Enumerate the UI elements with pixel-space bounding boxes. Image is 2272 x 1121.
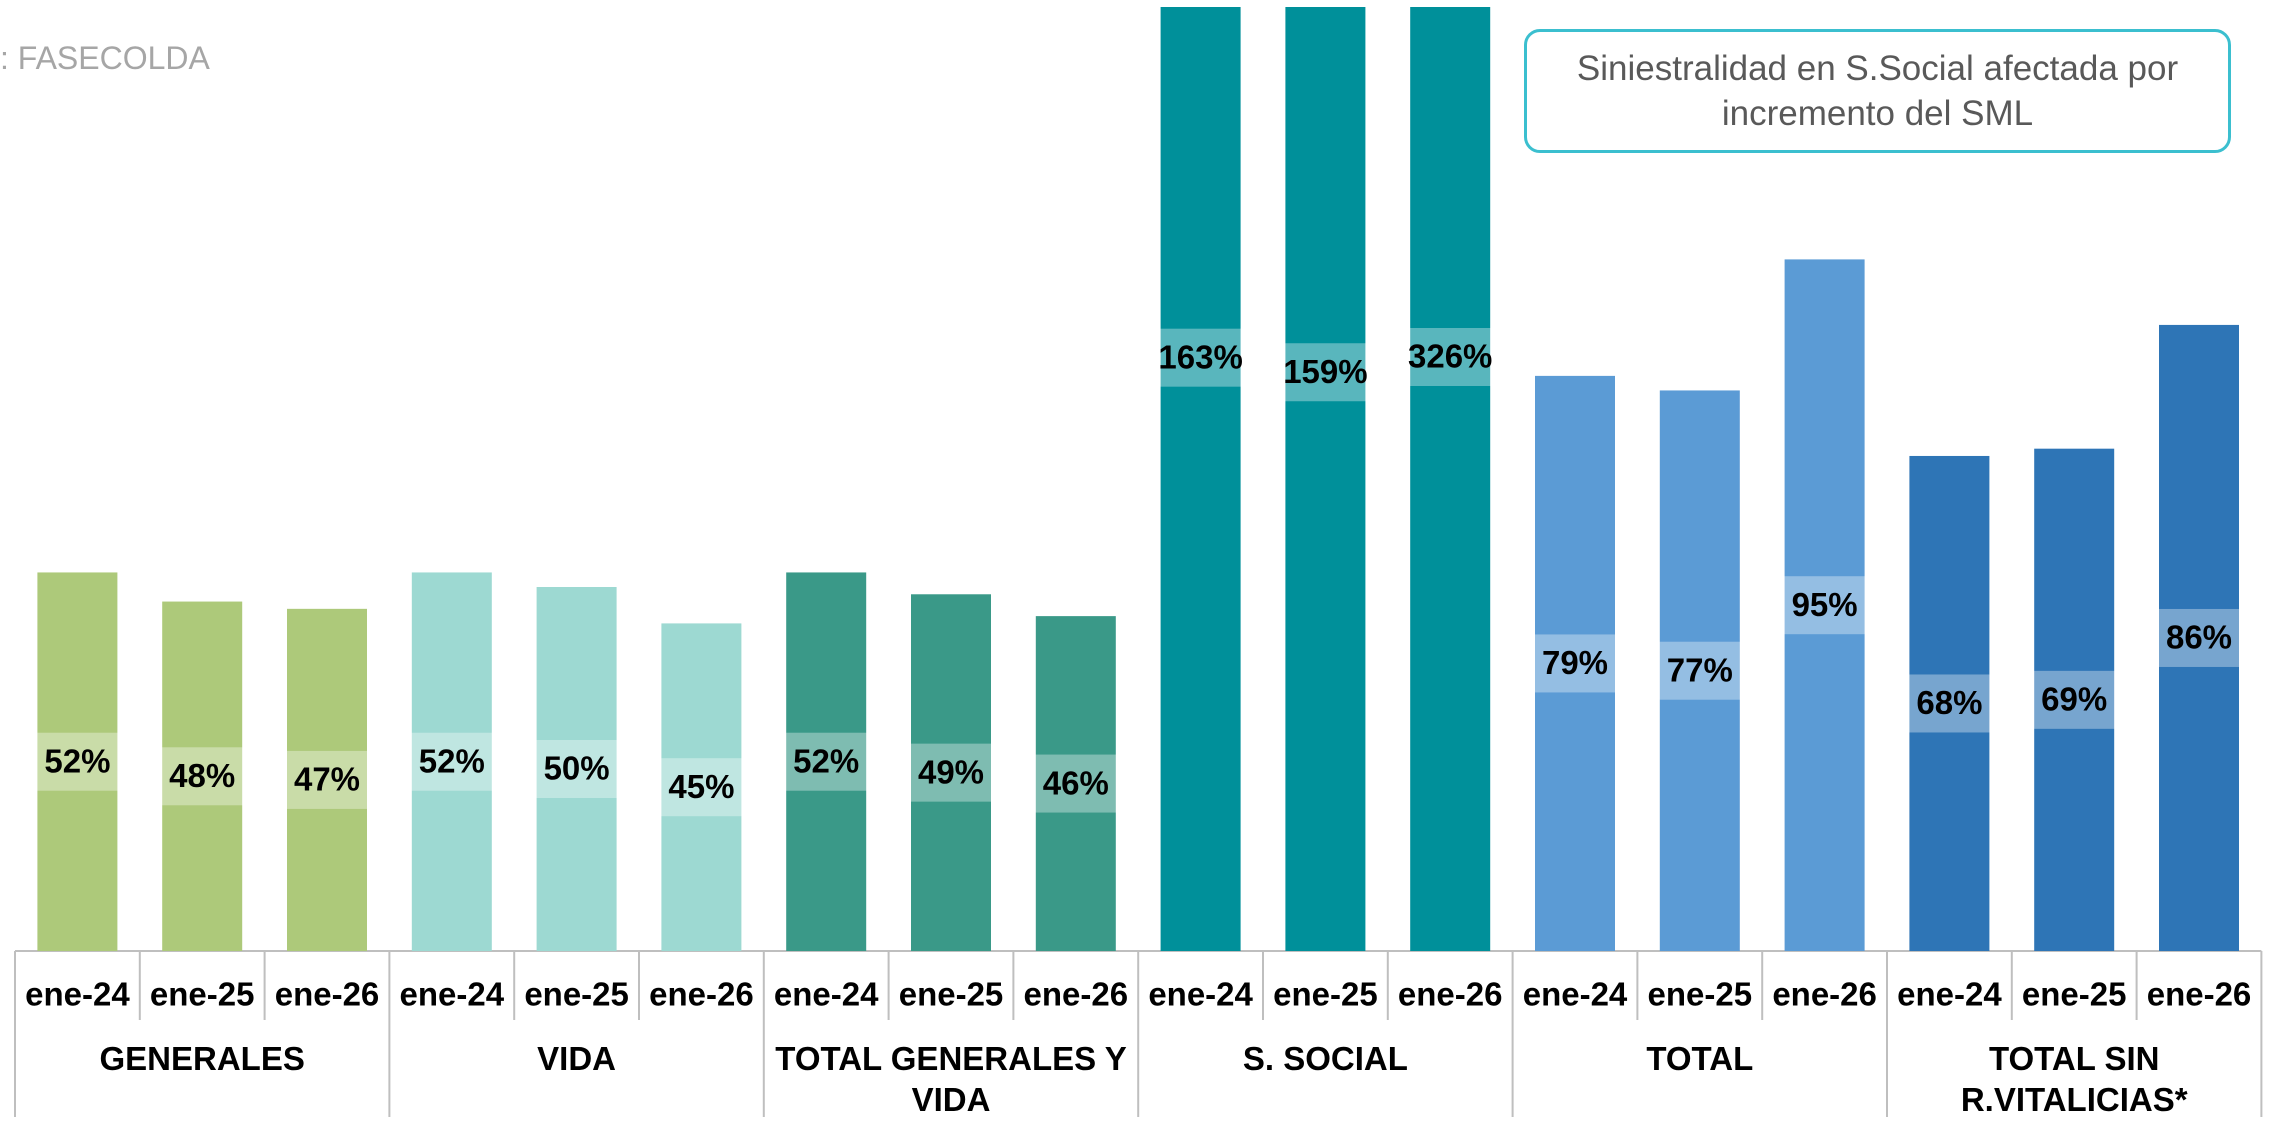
period-label: ene-25 bbox=[1273, 976, 1378, 1013]
data-label: 68% bbox=[1916, 684, 1982, 721]
data-label: 95% bbox=[1792, 586, 1858, 623]
label-band bbox=[284, 750, 370, 809]
data-label: 326% bbox=[1408, 338, 1492, 375]
label-band bbox=[658, 758, 745, 817]
bar bbox=[287, 608, 367, 951]
period-label: ene-26 bbox=[649, 976, 754, 1013]
data-label: 52% bbox=[419, 742, 485, 779]
period-label: ene-25 bbox=[150, 976, 255, 1013]
label-band bbox=[34, 732, 121, 791]
label-band bbox=[1032, 754, 1119, 813]
label-band bbox=[1532, 634, 1618, 693]
period-label: ene-24 bbox=[1148, 976, 1253, 1013]
data-label: 52% bbox=[44, 742, 110, 779]
label-band bbox=[783, 732, 870, 791]
annotation: Siniestralidad en S.Social afectada por … bbox=[1524, 29, 2231, 153]
data-label: 45% bbox=[668, 768, 734, 805]
data-label: 159% bbox=[1283, 353, 1367, 390]
data-label: 50% bbox=[544, 750, 610, 787]
label-band bbox=[1157, 328, 1244, 387]
bar bbox=[1535, 375, 1615, 951]
data-label: 69% bbox=[2041, 681, 2107, 718]
bar bbox=[661, 623, 742, 951]
period-label: ene-24 bbox=[25, 976, 130, 1013]
label-band bbox=[1906, 674, 1993, 733]
source: : FASECOLDA bbox=[0, 40, 210, 76]
period-label: ene-25 bbox=[2022, 976, 2127, 1013]
label-band bbox=[908, 743, 994, 802]
period-label: ene-24 bbox=[1523, 976, 1628, 1013]
group-label: TOTAL SIN R.VITALICIAS* bbox=[1960, 1040, 2188, 1119]
period-label: ene-25 bbox=[524, 976, 629, 1013]
bar bbox=[536, 587, 617, 951]
label-band bbox=[2031, 670, 2118, 729]
bar bbox=[411, 572, 492, 951]
data-label: 46% bbox=[1043, 764, 1109, 801]
period-label: ene-26 bbox=[2147, 976, 2252, 1013]
period-label: ene-24 bbox=[1897, 976, 2002, 1013]
bar bbox=[786, 572, 867, 951]
group-label: S. SOCIAL bbox=[1242, 1040, 1408, 1077]
label-band bbox=[408, 732, 495, 791]
group-label: TOTAL bbox=[1646, 1040, 1754, 1077]
bar bbox=[2159, 324, 2239, 951]
label-band bbox=[1656, 641, 1743, 700]
label-band bbox=[159, 747, 246, 806]
group-label: VIDA bbox=[537, 1040, 616, 1077]
period-label: ene-24 bbox=[774, 976, 879, 1013]
bar bbox=[2034, 448, 2115, 951]
data-label: 77% bbox=[1667, 651, 1733, 688]
bar bbox=[911, 594, 991, 951]
group-label: TOTAL GENERALES Y VIDA bbox=[775, 1040, 1127, 1119]
bar bbox=[162, 601, 243, 951]
data-label: 47% bbox=[294, 761, 360, 798]
data-label: 49% bbox=[918, 753, 984, 790]
period-label: ene-26 bbox=[1024, 976, 1129, 1013]
bar bbox=[1410, 7, 1491, 951]
period-label: ene-26 bbox=[275, 976, 380, 1013]
bar bbox=[1285, 7, 1366, 951]
bar bbox=[1909, 455, 1990, 951]
label-band bbox=[1407, 328, 1494, 386]
bar bbox=[1659, 390, 1740, 951]
data-label: 48% bbox=[169, 757, 235, 794]
data-label: 79% bbox=[1542, 644, 1608, 681]
period-label: ene-25 bbox=[1648, 976, 1753, 1013]
bar bbox=[37, 572, 118, 951]
period-label: ene-26 bbox=[1398, 976, 1503, 1013]
group-label: GENERALES bbox=[99, 1040, 305, 1077]
data-label: 86% bbox=[2166, 619, 2232, 656]
label-band bbox=[2156, 608, 2242, 667]
data-label: 163% bbox=[1158, 338, 1242, 375]
data-label: 52% bbox=[793, 742, 859, 779]
bar bbox=[1784, 259, 1865, 951]
label-band bbox=[533, 740, 620, 798]
label-band bbox=[1282, 343, 1369, 402]
period-label: ene-25 bbox=[899, 976, 1004, 1013]
bar bbox=[1160, 7, 1241, 951]
bar bbox=[1035, 616, 1116, 951]
period-label: ene-26 bbox=[1772, 976, 1877, 1013]
period-label: ene-24 bbox=[400, 976, 505, 1013]
label-band bbox=[1781, 576, 1868, 635]
